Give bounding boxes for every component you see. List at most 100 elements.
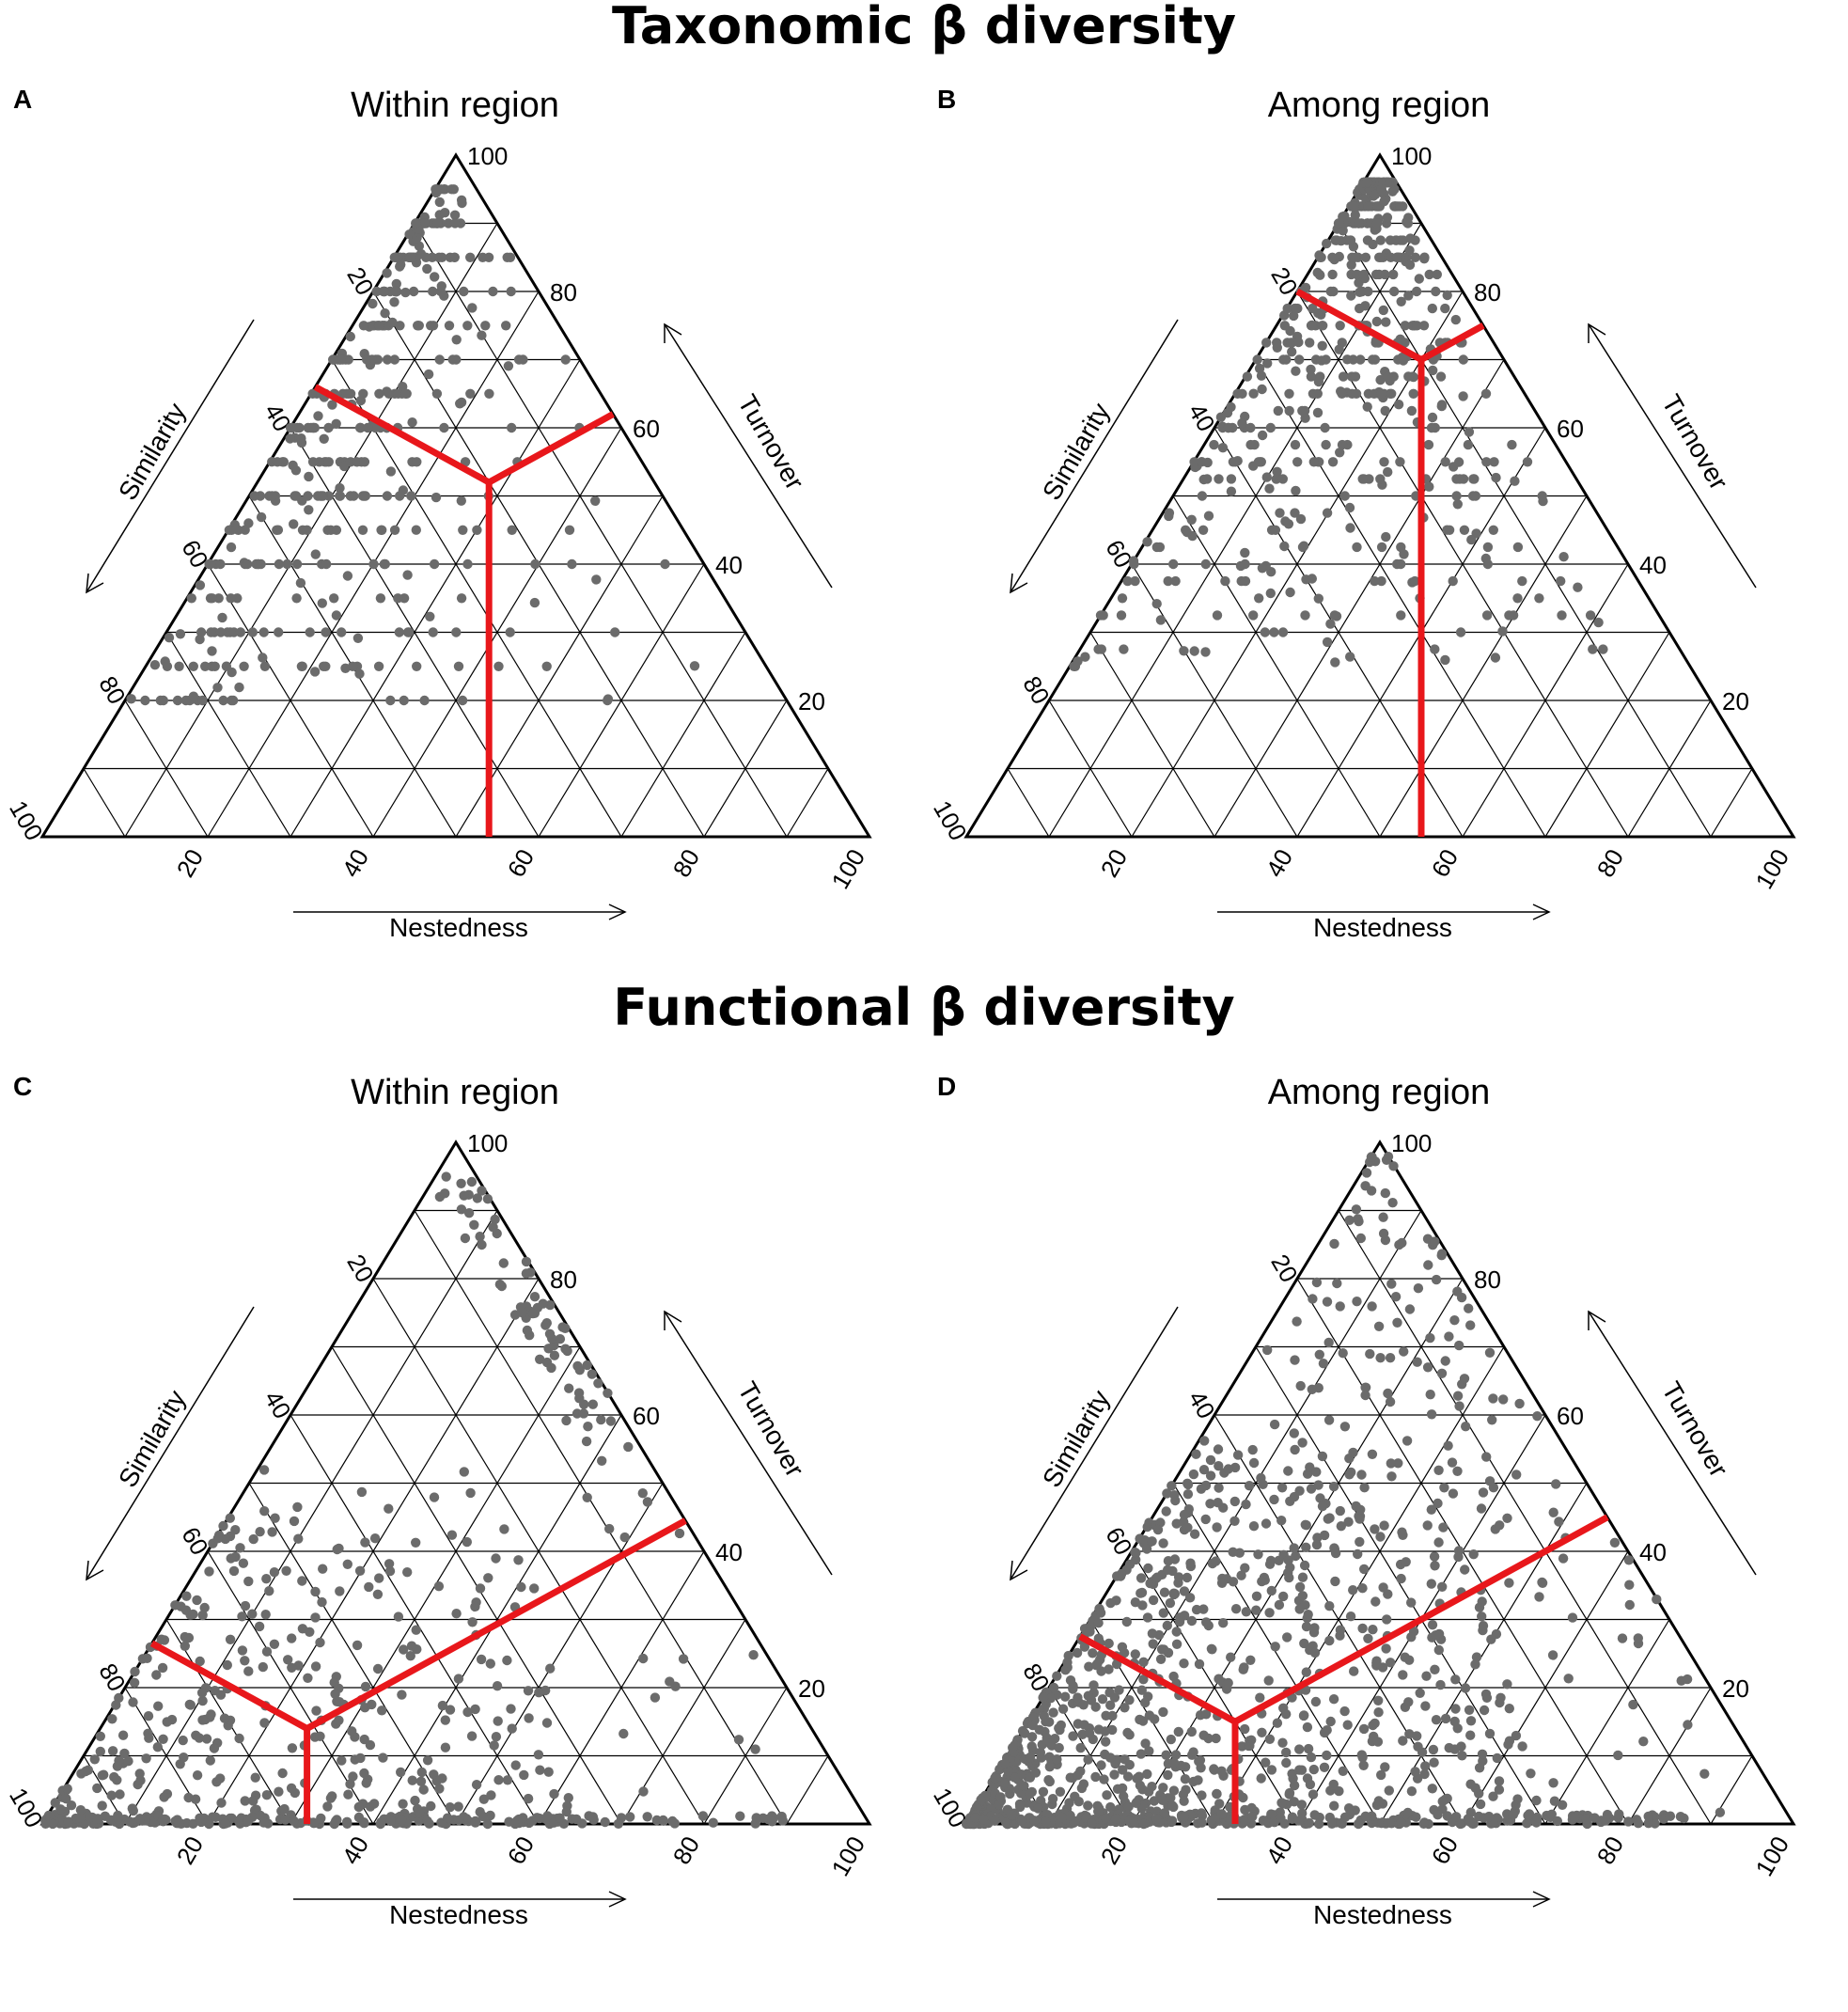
data-point <box>1412 1357 1422 1367</box>
data-point <box>1167 1800 1178 1811</box>
grid-line <box>620 632 746 838</box>
data-point <box>389 286 400 297</box>
data-point <box>367 1699 377 1710</box>
data-point <box>1131 1548 1141 1558</box>
data-point <box>446 184 457 195</box>
data-point <box>1497 626 1508 637</box>
data-point <box>1087 1818 1097 1829</box>
data-point <box>1257 384 1267 395</box>
data-point <box>157 1662 168 1674</box>
data-point <box>1585 610 1596 621</box>
data-point <box>587 1369 597 1379</box>
data-point <box>285 433 295 444</box>
data-point <box>1095 610 1106 621</box>
data-point <box>1508 1809 1519 1820</box>
data-point <box>541 1718 553 1728</box>
data-point <box>1276 1813 1286 1823</box>
data-point <box>1329 610 1340 621</box>
data-point <box>331 525 342 535</box>
data-point <box>337 1755 347 1766</box>
data-point <box>368 558 379 570</box>
data-point <box>1381 1643 1391 1654</box>
data-point <box>374 388 384 399</box>
data-point <box>334 1715 344 1725</box>
data-point <box>1321 439 1331 450</box>
turnover-axis-arrow <box>664 323 833 589</box>
data-point <box>1030 1768 1041 1778</box>
data-point <box>1044 1762 1055 1772</box>
data-point <box>1548 1778 1558 1788</box>
data-point <box>1402 1436 1413 1446</box>
data-point <box>1430 1664 1440 1674</box>
data-point <box>1151 542 1162 553</box>
data-point <box>440 1715 450 1725</box>
data-point <box>1339 1812 1351 1822</box>
turnover-tick-label: 20 <box>1722 1674 1749 1703</box>
data-point <box>1457 1751 1467 1761</box>
data-point <box>74 1813 86 1823</box>
ternary-panel-d: D Among region 20 20 20 40 40 40 60 60 60 80 80 80 1… <box>924 1044 1848 2012</box>
similarity-axis-label: Similarity <box>113 398 192 505</box>
data-point <box>115 1789 125 1800</box>
data-point <box>1248 1521 1260 1532</box>
data-point <box>1093 644 1104 654</box>
data-point <box>1470 491 1481 501</box>
data-point <box>1481 610 1493 621</box>
group-boundary-lines <box>1295 288 1485 837</box>
data-point <box>1614 1809 1624 1819</box>
data-point <box>1423 1260 1433 1270</box>
data-point <box>222 1659 232 1671</box>
data-point <box>1440 1713 1451 1724</box>
data-point <box>414 241 425 251</box>
data-point <box>1443 1440 1453 1451</box>
data-point <box>1282 1632 1292 1643</box>
data-point <box>304 505 314 515</box>
data-point <box>1425 1390 1435 1400</box>
data-point <box>1375 1353 1386 1363</box>
data-point <box>1170 1750 1182 1760</box>
data-point <box>431 492 442 503</box>
data-point <box>1240 547 1250 558</box>
data-point <box>1197 1817 1207 1828</box>
data-point <box>469 1219 479 1230</box>
data-point <box>1189 1529 1200 1539</box>
data-point <box>209 1743 220 1753</box>
data-point <box>354 668 365 679</box>
data-point <box>462 1706 473 1718</box>
data-point <box>1124 1695 1135 1705</box>
data-point <box>529 1583 540 1594</box>
data-point <box>530 558 540 570</box>
data-point <box>483 1573 493 1583</box>
grid-line <box>455 1483 664 1825</box>
turnover-axis-arrow <box>1588 323 1757 589</box>
data-point <box>436 281 446 291</box>
data-point <box>1166 1793 1176 1803</box>
data-point <box>1278 1591 1289 1602</box>
data-point <box>1322 1750 1332 1761</box>
data-point <box>1226 474 1237 484</box>
grid-line <box>1172 495 1381 838</box>
data-point <box>1331 235 1341 245</box>
data-point <box>678 1654 689 1664</box>
data-point <box>1116 610 1127 621</box>
data-point <box>1276 1483 1288 1493</box>
data-point <box>1338 371 1349 382</box>
data-point <box>355 395 367 406</box>
data-point <box>142 1653 152 1663</box>
data-point <box>477 1186 487 1196</box>
data-point <box>613 1818 624 1829</box>
data-point <box>486 1790 496 1800</box>
data-point <box>1379 457 1389 467</box>
data-point <box>1173 1572 1184 1582</box>
data-point <box>1293 337 1304 348</box>
data-point <box>466 1176 478 1187</box>
data-point <box>545 1663 556 1674</box>
data-point <box>502 1655 512 1666</box>
data-point <box>1359 1483 1370 1493</box>
data-point <box>1511 1730 1522 1741</box>
data-point <box>1130 575 1140 587</box>
data-point <box>1261 338 1272 348</box>
data-point <box>1452 1286 1463 1297</box>
data-point <box>358 321 369 331</box>
data-point <box>1162 1620 1172 1631</box>
